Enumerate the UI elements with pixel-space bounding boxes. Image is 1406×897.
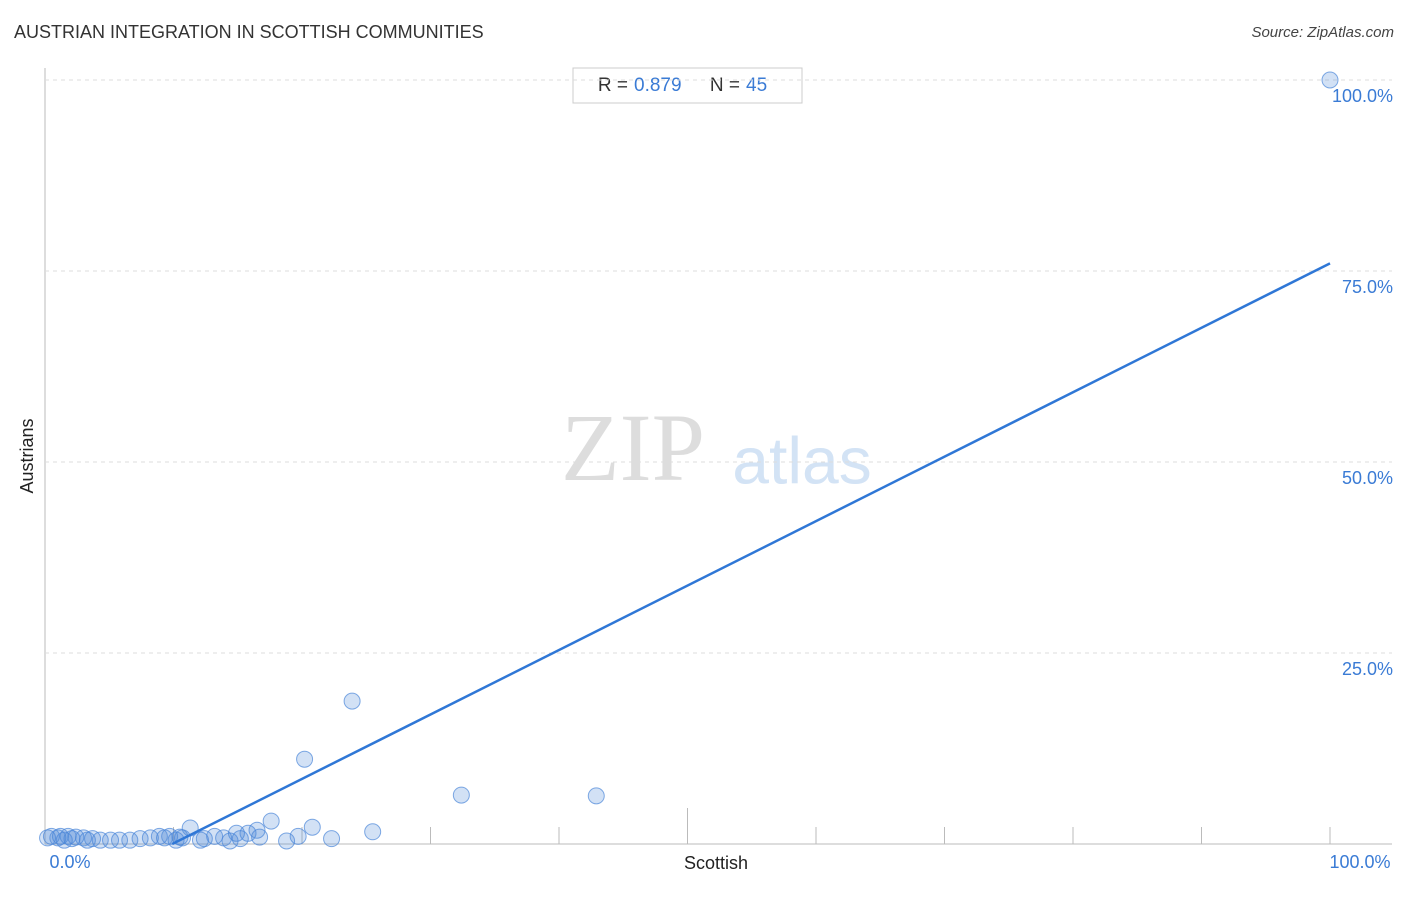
scatter-point <box>221 832 239 850</box>
scatter-point <box>248 821 266 839</box>
stats-box <box>572 67 803 104</box>
scatter-point <box>191 831 209 849</box>
source: Source: ZipAtlas.com <box>1251 24 1394 41</box>
scatter-point <box>452 786 470 804</box>
scatter-point <box>111 831 129 849</box>
r-value: 0.879 <box>634 75 682 96</box>
trend-line <box>171 262 1331 846</box>
scatter-point <box>343 692 361 710</box>
x-tick-label: 100.0% <box>1329 852 1390 872</box>
watermark: ZIP <box>561 394 705 501</box>
y-axis-title: Austrians <box>17 418 37 493</box>
scatter-point <box>251 828 269 846</box>
scatter-point <box>587 787 605 805</box>
scatter-point <box>231 830 249 848</box>
x-axis-title: Scottish <box>684 853 748 873</box>
scatter-point <box>303 818 321 836</box>
scatter-point <box>296 750 314 768</box>
scatter-point <box>323 830 341 848</box>
chart-title: AUSTRIAN INTEGRATION IN SCOTTISH COMMUNI… <box>14 22 484 42</box>
scatter-point <box>278 832 296 850</box>
scatter-point <box>49 829 67 847</box>
y-tick-label: 75.0% <box>1342 277 1393 297</box>
scatter-point <box>39 829 57 847</box>
scatter-point <box>78 831 96 849</box>
n-label: N = <box>710 75 740 96</box>
scatter-point <box>156 829 174 847</box>
watermark: atlas <box>732 423 871 497</box>
r-label: R = <box>598 75 628 96</box>
y-tick-label: 100.0% <box>1332 86 1393 106</box>
y-tick-label: 50.0% <box>1342 468 1393 488</box>
n-value: 45 <box>746 75 767 96</box>
x-tick-label: 0.0% <box>49 852 90 872</box>
y-tick-label: 25.0% <box>1342 659 1393 679</box>
scatter-point <box>364 823 382 841</box>
scatter-point <box>121 831 139 849</box>
scatter-point <box>1321 71 1339 89</box>
scatter-point <box>262 812 280 830</box>
scatter-point <box>102 831 120 849</box>
scatter-point <box>206 827 224 845</box>
scatter-point <box>55 831 73 849</box>
